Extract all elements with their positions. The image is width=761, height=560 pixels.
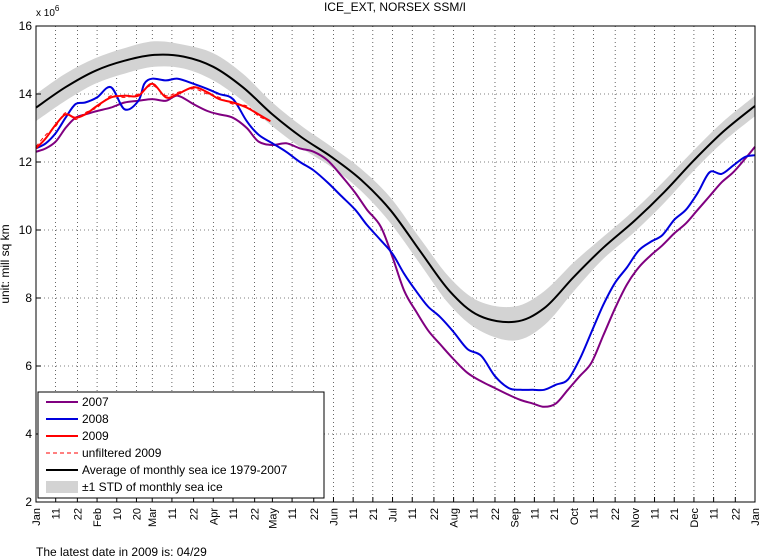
y-tick-label: 2: [25, 495, 32, 509]
x-tick-label: Sep: [510, 508, 522, 528]
legend-label: ±1 STD of monthly sea ice: [82, 480, 223, 494]
std-band: [36, 41, 755, 341]
x-tick-label: 11: [529, 508, 541, 519]
x-tick-label: 11: [167, 508, 179, 519]
x-tick-label: 22: [189, 508, 201, 520]
x-tick-label: Oct: [569, 508, 581, 525]
x-tick-label: 11: [51, 508, 63, 519]
series-line-4: [35, 53, 756, 324]
plot-frame: [35, 25, 756, 503]
legend-label: 2007: [82, 395, 109, 409]
x-tick-label: 20: [132, 508, 144, 520]
x-tick-label: 22: [490, 508, 502, 520]
x-tick-label: 11: [709, 508, 721, 519]
x-tick-label: 22: [72, 508, 84, 520]
y-multiplier: x 106: [36, 4, 60, 19]
x-tick-label: 22: [309, 508, 321, 520]
series-line-1: [35, 77, 756, 392]
x-tick-label: Jun: [328, 508, 340, 526]
footer-latest-date: The latest date in 2009 is: 04/29: [36, 545, 207, 559]
legend-label: 2009: [82, 429, 109, 443]
x-tick-label: 11: [407, 508, 419, 519]
x-axis: Jan 11 22 Feb 10 20 Mar 11 22 Apr 11 22 May 11 22 Jun 11…: [31, 497, 761, 529]
x-tick-label: May: [267, 508, 279, 529]
y-axis-label: unit: mill sq km: [0, 224, 12, 303]
y-tick-label: 6: [25, 359, 32, 373]
x-tick-label: Aug: [449, 508, 461, 528]
x-tick-label: Apr: [208, 508, 220, 525]
x-tick-label: 22: [730, 508, 742, 520]
y-tick-label: 16: [19, 19, 33, 33]
x-tick-label: Jan: [31, 508, 43, 526]
x-tick-label: 11: [287, 508, 299, 519]
x-tick-label: 11: [348, 508, 360, 519]
x-tick-label: 21: [368, 508, 380, 520]
x-tick-label: 11: [650, 508, 662, 519]
x-tick-label: 22: [250, 508, 262, 520]
x-tick-label: 11: [228, 508, 240, 519]
legend: 2007 2008 2009 unfiltered 2009 Average of mo…: [37, 391, 325, 499]
series-line-3: [35, 85, 271, 148]
x-tick-label: Mar: [147, 508, 159, 527]
y-tick-label: 4: [25, 427, 32, 441]
x-tick-label: 21: [549, 508, 561, 520]
series-line-0: [35, 94, 756, 408]
x-tick-label: Feb: [92, 508, 104, 527]
series-layer: [35, 53, 756, 408]
legend-label: unfiltered 2009: [82, 446, 162, 460]
x-tick-label: 22: [429, 508, 441, 520]
y-tick-label: 12: [19, 155, 33, 169]
x-tick-label: 21: [669, 508, 681, 520]
y-tick-label: 8: [25, 291, 32, 305]
series-line-2: [35, 82, 271, 150]
legend-label: 2008: [82, 412, 109, 426]
y-tick-label: 14: [19, 87, 33, 101]
x-tick-label: Jan: [750, 508, 761, 526]
x-tick-label: 11: [589, 508, 601, 519]
chart-title: ICE_EXT, NORSEX SSM/I: [324, 0, 466, 14]
x-tick-label: 10: [112, 508, 124, 520]
legend-label: Average of monthly sea ice 1979-2007: [82, 463, 288, 477]
x-tick-label: Jul: [388, 508, 400, 522]
x-tick-label: 11: [468, 508, 480, 519]
y-tick-label: 10: [19, 223, 33, 237]
x-tick-label: Nov: [630, 508, 642, 528]
x-tick-label: 22: [610, 508, 622, 520]
x-tick-label: Dec: [689, 508, 701, 528]
